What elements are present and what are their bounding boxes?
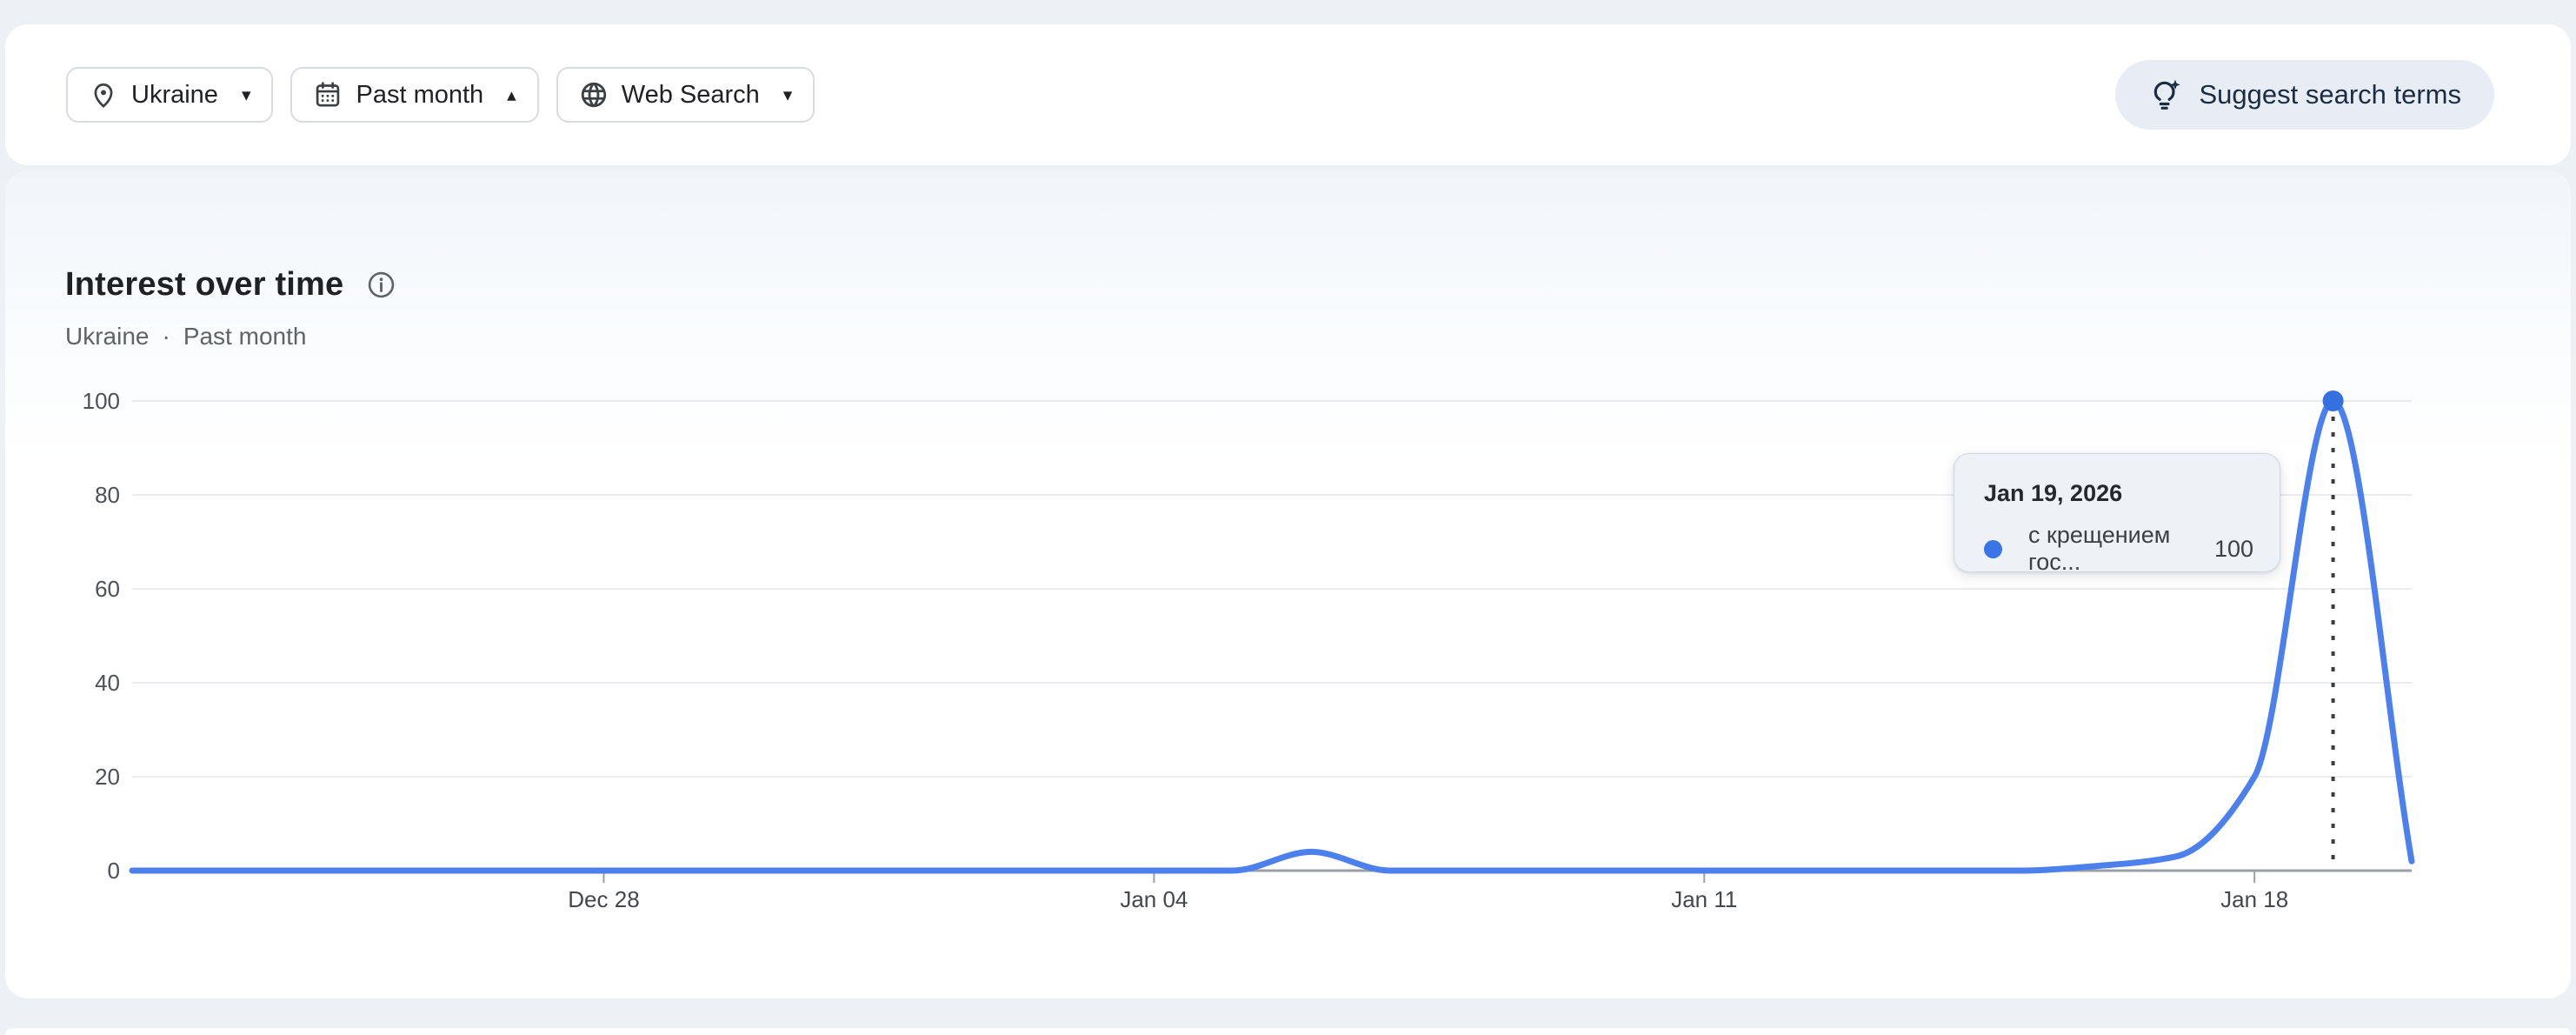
- chart-tooltip: Jan 19, 2026 с крещением гос... 100: [1954, 453, 2280, 575]
- chevron-down-icon: ▾: [782, 84, 793, 105]
- filter-chips: Ukraine ▾ Past month ▴: [66, 67, 2115, 123]
- suggest-search-terms-button[interactable]: Suggest search terms: [2115, 60, 2494, 130]
- tooltip-series-value: 100: [2213, 535, 2253, 562]
- chevron-up-icon: ▴: [507, 84, 516, 105]
- tooltip-date: Jan 19, 2026: [1984, 480, 2123, 506]
- subtitle-range: Past month: [183, 323, 307, 350]
- filter-chip-location[interactable]: Ukraine ▾: [66, 67, 274, 123]
- filter-chip-label: Web Search: [621, 80, 760, 109]
- filter-chip-label: Past month: [356, 80, 484, 109]
- lightbulb-spark-icon: [2148, 77, 2183, 112]
- suggest-button-label: Suggest search terms: [2199, 79, 2461, 110]
- tooltip-series-row: с крещением гос... 100: [1984, 522, 2253, 576]
- interest-over-time-card: Interest over time Ukraine · Past month: [5, 170, 2571, 998]
- series-dot-icon: [1984, 539, 2002, 558]
- header-bar: Ukraine ▾ Past month ▴: [5, 24, 2571, 165]
- location-pin-icon: [89, 80, 118, 110]
- filter-chip-search-type[interactable]: Web Search ▾: [556, 67, 815, 123]
- subtitle-location: Ukraine: [65, 323, 150, 350]
- tooltip-series-label: с крещением гос...: [2028, 522, 2171, 575]
- next-card-edge: [5, 1028, 2571, 1035]
- subtitle-separator: ·: [162, 323, 170, 350]
- filter-chip-label: Ukraine: [131, 80, 218, 109]
- info-icon[interactable]: [366, 270, 396, 300]
- section-head: Interest over time Ukraine · Past month: [65, 266, 396, 351]
- chart-subtitle: Ukraine · Past month: [65, 323, 396, 351]
- globe-icon: [579, 80, 609, 110]
- chevron-down-icon: ▾: [241, 84, 251, 105]
- filter-chip-time-range[interactable]: Past month ▴: [290, 67, 539, 123]
- page-title: Interest over time: [65, 266, 344, 303]
- calendar-icon: [313, 80, 343, 110]
